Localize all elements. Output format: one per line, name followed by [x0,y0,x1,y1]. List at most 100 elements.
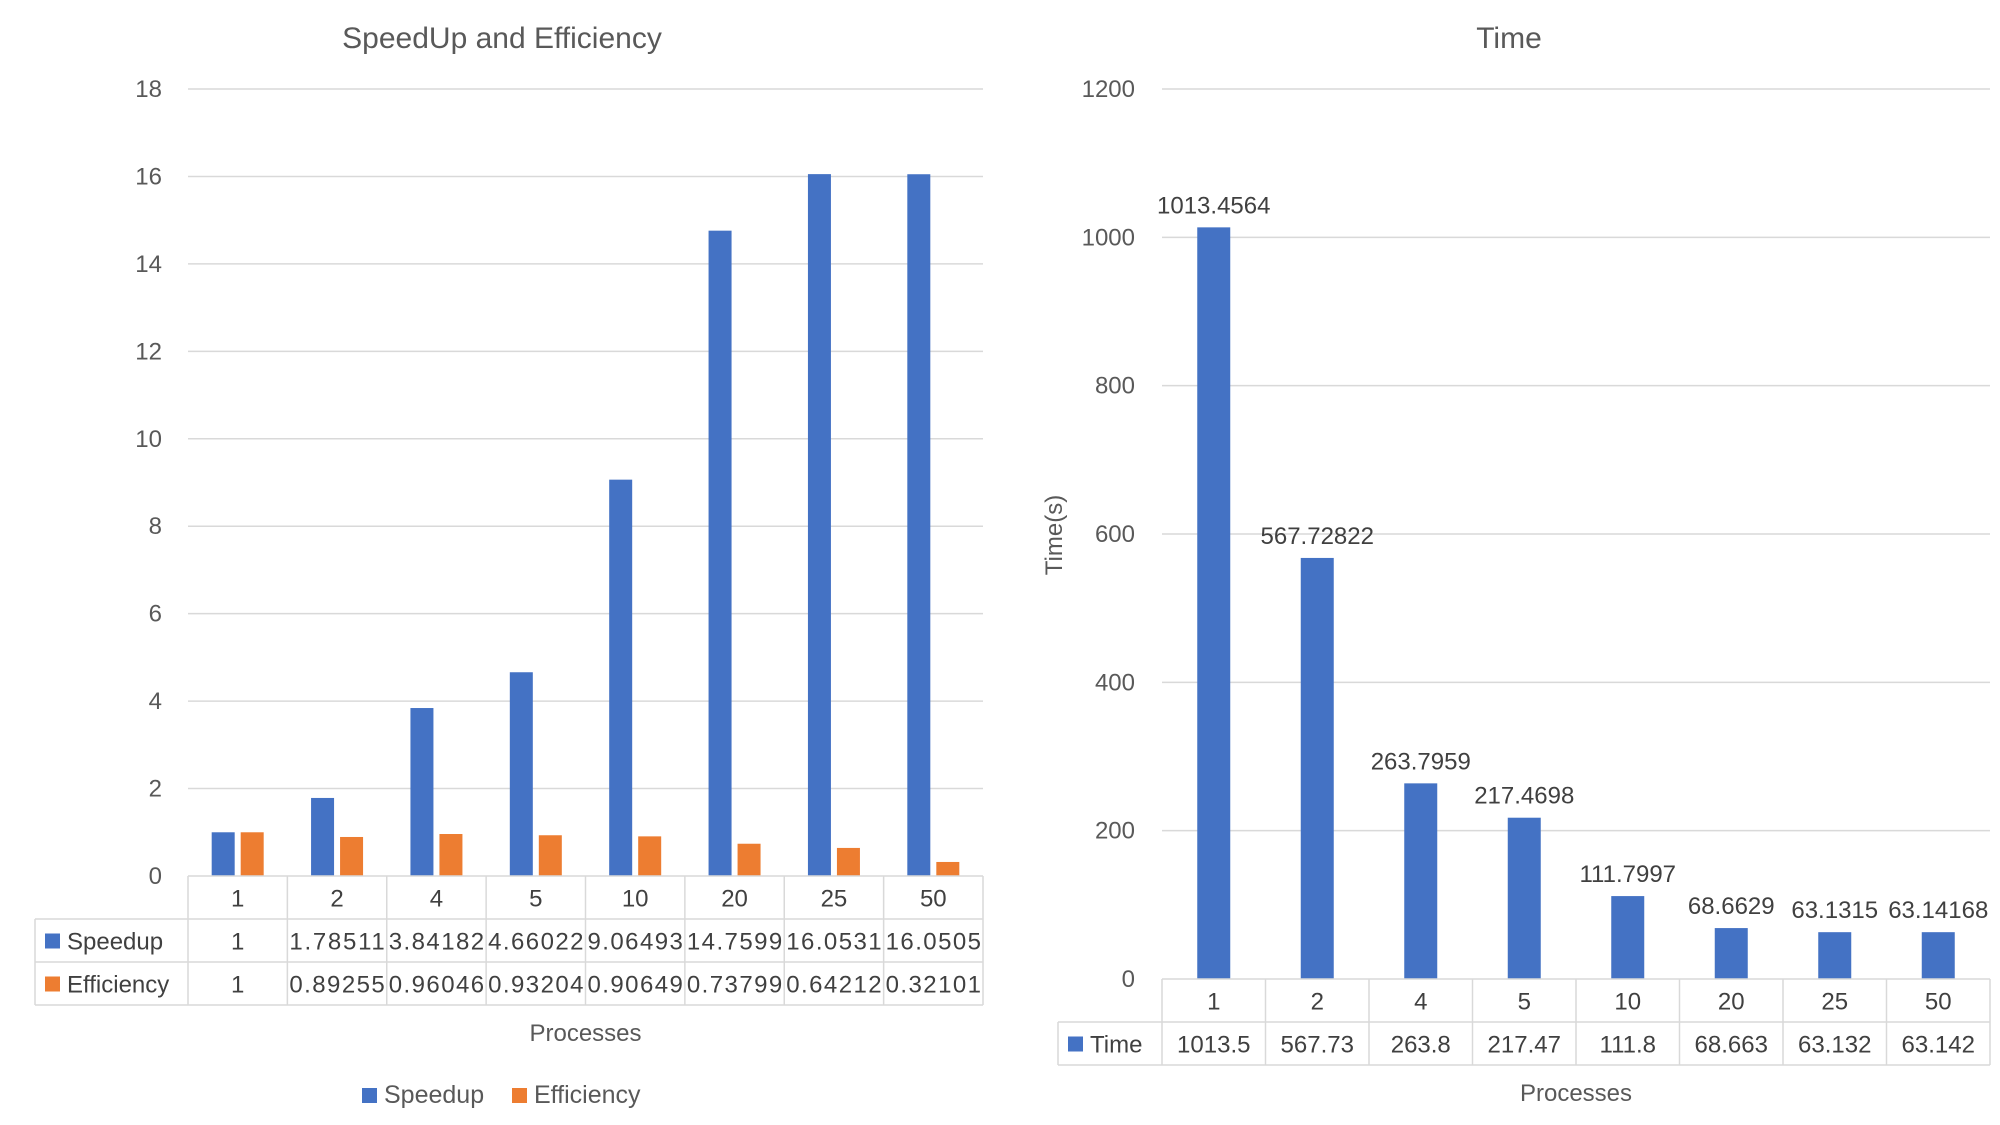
time-chart: Time 0 200 400 600 800 1000 1200 Time(s) 1013.456… [1041,22,1991,1107]
table-cell: 217.47 [1488,1032,1561,1059]
legend-label-efficiency: Efficiency [534,1081,641,1109]
bar-time [1921,932,1955,979]
table-cell: 111.8 [1600,1032,1657,1059]
y-tick-label: 16 [135,163,162,190]
table-cell: 9.06493 [588,929,683,956]
bar-efficiency [240,832,264,876]
table-cell: 0.93204 [488,972,583,999]
y-tick-label: 1000 [1082,224,1135,251]
bar-efficiency [836,847,860,876]
bar-time [1714,928,1748,979]
table-cell: 63.132 [1798,1032,1871,1059]
y-tick-label: 0 [1122,966,1135,993]
table-series-name: Time [1090,1032,1142,1059]
bar-efficiency [936,861,960,876]
table-cell: 1013.5 [1177,1032,1250,1059]
table-cell: 68.663 [1695,1032,1768,1059]
bar-speedup [410,708,434,876]
y-tick-label: 8 [149,513,162,540]
data-label: 567.72822 [1261,523,1374,550]
table-cell: 3.84182 [389,929,484,956]
bar-speedup [807,174,831,876]
table-cell: 567.73 [1281,1032,1354,1059]
x-tick-label: 1 [231,886,244,913]
bar-speedup [509,672,533,876]
legend-label-speedup: Speedup [384,1081,484,1109]
x-tick-label: 5 [1518,989,1531,1016]
data-label: 263.7959 [1371,748,1471,775]
table-cell: 263.8 [1391,1032,1451,1059]
bar-time [1300,557,1334,979]
legend-swatch-efficiency [512,1088,527,1103]
x-tick-label: 50 [920,886,947,913]
bar-speedup [311,797,335,876]
x-tick-label: 4 [430,886,443,913]
data-label: 63.1315 [1791,897,1878,924]
table-cell: 0.32101 [886,972,981,999]
bar-speedup [708,230,732,876]
table-series-name: Speedup [67,929,163,956]
table-cell: 16.0531 [786,929,881,956]
bar-speedup [609,479,633,876]
bar-speedup [211,832,235,876]
legend-key-time [1068,1036,1083,1052]
x-tick-label: 2 [1311,989,1324,1016]
y-tick-label: 12 [135,338,162,365]
y-tick-label: 18 [135,76,162,103]
x-tick-label: 25 [1821,989,1848,1016]
table-cell: 1 [231,972,244,999]
x-tick-label: 10 [622,886,649,913]
table-cell: 0.96046 [389,972,484,999]
data-label: 1013.4564 [1157,192,1270,219]
table-cell: 0.73799 [687,972,782,999]
y-tick-label: 6 [149,601,162,628]
bar-time [1404,783,1438,979]
bar-efficiency [439,834,463,876]
y-tick-label: 600 [1095,521,1135,548]
table-cell: 14.7599 [687,929,782,956]
y-tick-label: 1200 [1082,76,1135,103]
table-cell: 4.66022 [488,929,583,956]
y-tick-label: 800 [1095,373,1135,400]
table-cell: 0.90649 [588,972,683,999]
y-tick-label: 2 [149,776,162,803]
bar-efficiency [737,843,761,876]
bar-efficiency [340,836,364,876]
data-label: 111.7997 [1579,861,1676,888]
x-tick-label: 50 [1925,989,1952,1016]
x-tick-label: 5 [529,886,542,913]
table-cell: 16.0505 [886,929,981,956]
x-tick-label: 10 [1614,989,1641,1016]
data-label: 63.14168 [1888,897,1988,924]
y-tick-label: 0 [149,863,162,890]
table-cell: 0.64212 [786,972,881,999]
bar-time [1507,817,1541,979]
data-label: 68.6629 [1688,893,1775,920]
y-axis-label: Time(s) [1041,495,1068,575]
bar-efficiency [538,835,562,876]
bar-time [1611,896,1645,979]
legend-key-efficiency [45,976,60,992]
legend-swatch-speedup [362,1088,377,1103]
x-tick-label: 1 [1207,989,1220,1016]
y-tick-label: 4 [149,688,162,715]
x-tick-label: 20 [721,886,748,913]
table-cell: 1.78511 [289,929,384,956]
bar-time [1818,932,1852,979]
chart-title: SpeedUp and Efficiency [342,22,662,55]
x-axis-label: Processes [529,1020,641,1047]
chart-title: Time [1476,22,1542,55]
bar-time [1197,227,1231,980]
bar-efficiency [638,836,662,876]
table-series-name: Efficiency [67,972,169,999]
bar-speedup [907,174,931,877]
x-tick-label: 25 [821,886,848,913]
data-label: 217.4698 [1474,783,1574,810]
legend-key-speedup [45,933,60,949]
x-tick-label: 20 [1718,989,1745,1016]
x-tick-label: 4 [1414,989,1427,1016]
y-tick-label: 10 [135,426,162,453]
x-tick-label: 2 [330,886,343,913]
